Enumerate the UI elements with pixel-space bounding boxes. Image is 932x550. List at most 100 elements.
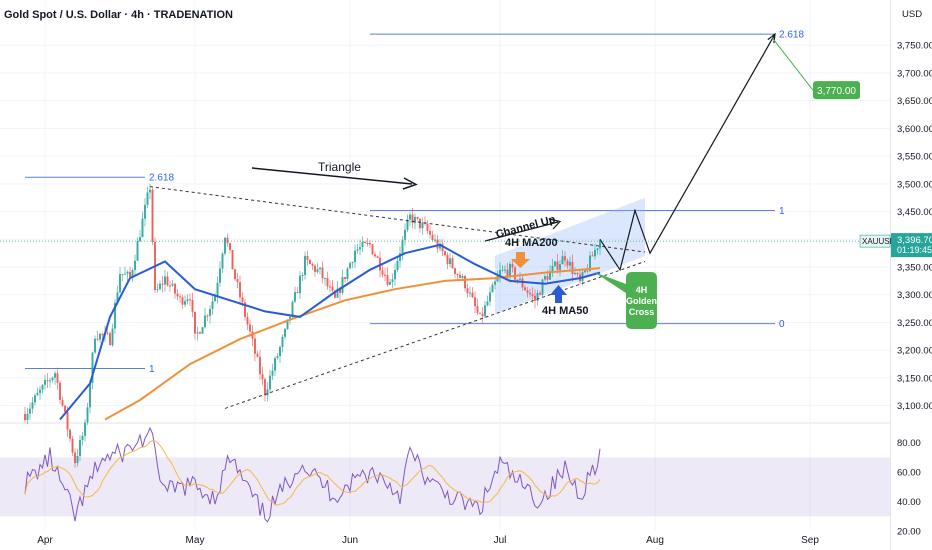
candle-body: [411, 214, 414, 224]
candle-body: [446, 255, 449, 265]
candle-body: [459, 274, 461, 278]
candle-body: [161, 283, 164, 285]
candle-body: [304, 255, 306, 276]
candle-body: [334, 290, 336, 298]
candle-body: [549, 271, 551, 280]
candle-body: [264, 379, 266, 396]
candle-body: [504, 269, 506, 271]
candle-body: [329, 286, 331, 288]
candle-body: [346, 268, 349, 280]
target-price-label: 3,770.00: [817, 86, 856, 97]
candle-body: [294, 292, 296, 302]
candle-body: [314, 265, 316, 272]
candle-body: [59, 382, 61, 400]
time-tick-label: May: [186, 535, 205, 546]
moving-averages: [59, 243, 601, 421]
candle-body: [231, 249, 234, 270]
candle-body: [36, 392, 39, 396]
golden-cross-text: Golden: [626, 296, 657, 306]
candle-body: [456, 274, 459, 276]
candle-body: [286, 319, 289, 329]
price-tick-label: 3,150.00: [897, 373, 932, 384]
candle-body: [214, 295, 216, 302]
rsi-tick-label: 80.00: [897, 438, 921, 449]
candle-body: [86, 407, 89, 423]
ma200-line: [104, 267, 601, 421]
candle-body: [234, 269, 236, 280]
price-tick-label: 3,250.00: [897, 318, 932, 329]
price-tick-label: 3,750.00: [897, 41, 932, 52]
rsi-tick-label: 60.00: [897, 468, 921, 479]
candle-body: [84, 422, 86, 436]
candle-body: [109, 333, 111, 346]
candle-body: [76, 456, 79, 464]
candle-body: [594, 249, 596, 257]
current-price-badge: [891, 233, 932, 258]
candle-body: [449, 258, 451, 265]
candle-body: [94, 338, 96, 353]
price-tick-label: 3,600.00: [897, 124, 932, 135]
candle-body: [401, 239, 404, 254]
fib-label: 1: [779, 206, 785, 217]
rsi-tick-label: 20.00: [897, 527, 921, 538]
candle-body: [196, 332, 199, 334]
candle-body: [46, 380, 49, 382]
triangle-top-line: [149, 186, 646, 253]
candle-body: [134, 260, 136, 271]
candle-body: [34, 395, 36, 403]
candle-body: [536, 292, 539, 301]
candle-body: [369, 242, 371, 245]
ma200-label: 4H MA200: [505, 237, 558, 249]
candle-body: [189, 299, 191, 301]
candle-body: [324, 278, 326, 280]
candle-body: [331, 286, 334, 291]
candle-body: [81, 435, 84, 441]
candle-body: [101, 333, 104, 336]
candle-body: [596, 248, 599, 250]
candle-body: [339, 288, 341, 293]
candle-body: [224, 237, 226, 254]
rsi-line: [24, 426, 601, 523]
candle-body: [444, 251, 446, 256]
candle-body: [29, 408, 31, 414]
candle-body: [191, 299, 194, 312]
candle-body: [301, 275, 304, 277]
current-price-value: 3,396.70: [897, 235, 932, 246]
candle-body: [524, 287, 526, 291]
candle-body: [199, 332, 201, 334]
candle-body: [284, 328, 286, 337]
candle-body: [501, 269, 504, 271]
rsi-ma-line: [24, 439, 601, 506]
candle-body: [209, 308, 211, 316]
rsi-band: [0, 457, 890, 517]
candle-body: [576, 272, 579, 275]
price-tick-label: 3,450.00: [897, 207, 932, 218]
candle-body: [291, 301, 294, 317]
triangle-label: Triangle: [318, 160, 361, 174]
candle-body: [419, 218, 421, 229]
candle-body: [599, 240, 601, 249]
time-axis: Apr May Jun Jul Aug Sep: [37, 535, 819, 546]
candle-body: [349, 263, 351, 269]
time-tick-label: Apr: [37, 535, 53, 546]
golden-cross-text: 4H: [636, 285, 648, 295]
candle-body: [66, 411, 69, 430]
candle-body: [96, 338, 99, 340]
candle-body: [534, 295, 536, 301]
candle-body: [124, 273, 126, 275]
candle-body: [521, 278, 524, 288]
candle-body: [351, 262, 354, 264]
candle-body: [156, 289, 159, 291]
candle-body: [391, 279, 394, 282]
candle-body: [354, 250, 356, 263]
candle-body: [426, 223, 429, 231]
candle-body: [229, 243, 231, 250]
candle-body: [261, 374, 264, 380]
price-tick-label: 3,550.00: [897, 152, 932, 163]
candle-body: [274, 358, 276, 371]
candle-body: [361, 241, 364, 248]
candle-body: [399, 253, 401, 261]
candle-body: [149, 189, 151, 193]
time-tick-label: Jun: [342, 535, 358, 546]
candle-body: [266, 389, 269, 396]
